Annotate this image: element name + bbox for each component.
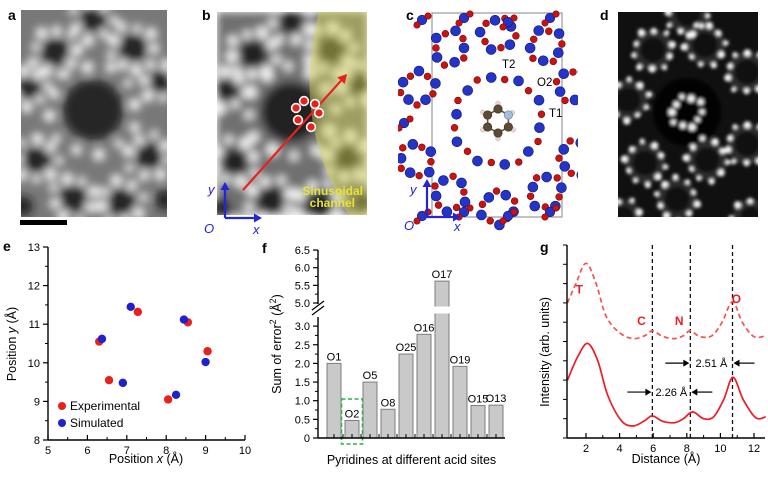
svg-text:O16: O16 xyxy=(414,322,435,334)
stem-image-d xyxy=(618,12,758,217)
b-axis-y-label: y xyxy=(207,182,216,197)
panel-f-label: f xyxy=(262,240,267,256)
scale-bar xyxy=(20,220,67,225)
svg-text:1.0: 1.0 xyxy=(295,396,310,408)
curve-experimental_profile xyxy=(566,342,766,427)
svg-text:10: 10 xyxy=(714,443,726,455)
svg-text:O1: O1 xyxy=(327,351,342,363)
adsorption-site-marker xyxy=(309,98,321,110)
stem-image-a xyxy=(21,10,167,217)
site-label-o2: O2 xyxy=(537,77,552,89)
c-axis-x-label: x xyxy=(453,219,461,233)
series-experimental xyxy=(95,307,212,404)
site-label-t1: T1 xyxy=(549,108,562,120)
svg-text:3.0: 3.0 xyxy=(295,321,310,333)
svg-text:O5: O5 xyxy=(363,370,378,382)
svg-text:Experimental: Experimental xyxy=(70,399,140,413)
panel-g-label: g xyxy=(540,239,549,255)
panel-e-label: e xyxy=(3,238,11,254)
svg-text:Pyridines at different acid si: Pyridines at different acid sites xyxy=(327,453,496,467)
svg-text:2.5: 2.5 xyxy=(295,340,310,352)
panel-d-label: d xyxy=(600,7,609,23)
stem-texture xyxy=(618,12,758,217)
svg-text:Distance (Å): Distance (Å) xyxy=(632,451,701,466)
svg-text:0.5: 0.5 xyxy=(295,414,310,426)
structure-model-c: T2 O2 T1 y O x xyxy=(398,10,578,233)
highlight-box-o2 xyxy=(340,398,364,445)
svg-text:O19: O19 xyxy=(450,354,471,366)
svg-text:1.5: 1.5 xyxy=(295,377,310,389)
svg-text:4: 4 xyxy=(617,443,623,455)
svg-text:O2: O2 xyxy=(345,408,360,420)
svg-text:Sum of error2 (Å2): Sum of error2 (Å2) xyxy=(268,294,284,394)
panel-a-label: a xyxy=(8,7,16,23)
svg-text:2.0: 2.0 xyxy=(295,358,310,370)
adsorption-site-marker xyxy=(292,114,304,126)
panel-b-label: b xyxy=(202,7,211,23)
svg-text:12: 12 xyxy=(748,443,760,455)
svg-text:12: 12 xyxy=(28,281,40,293)
unit-cell-border xyxy=(431,12,563,218)
sinusoidal-channel-region xyxy=(309,12,367,215)
svg-text:8: 8 xyxy=(34,435,40,447)
svg-text:6: 6 xyxy=(84,445,90,457)
svg-text:Simulated: Simulated xyxy=(70,416,123,430)
peak-label-n: N xyxy=(675,314,684,328)
svg-text:O15: O15 xyxy=(468,394,489,406)
series-simulated xyxy=(97,302,210,400)
adsorption-site-marker xyxy=(298,95,310,107)
distance-annotation: 2.26 Å xyxy=(655,386,687,399)
stem-texture xyxy=(21,10,167,217)
svg-text:6.0: 6.0 xyxy=(295,263,310,275)
svg-text:Position y (Å): Position y (Å) xyxy=(4,307,19,381)
stem-image-b: Sinusoidal channel y O x xyxy=(204,12,367,237)
svg-text:9: 9 xyxy=(34,396,40,408)
b-axis-x-label: x xyxy=(252,222,260,237)
svg-text:Position x (Å): Position x (Å) xyxy=(109,451,183,466)
svg-text:2: 2 xyxy=(583,443,589,455)
svg-text:10: 10 xyxy=(239,445,251,457)
svg-text:8: 8 xyxy=(684,443,690,455)
svg-text:5.5: 5.5 xyxy=(295,280,310,292)
site-label-t2: T2 xyxy=(502,59,515,71)
adsorption-site-marker xyxy=(313,107,325,119)
svg-text:O17: O17 xyxy=(432,269,453,281)
peak-label-t: T xyxy=(576,282,584,296)
line-chart-g: T C N O 2.26 Å 2.51 Å 2 4 6 8 10 12 Distance (Å) Inte… xyxy=(538,244,766,466)
c-axis-y-label: y xyxy=(409,182,418,197)
svg-text:5: 5 xyxy=(45,445,51,457)
svg-text:9: 9 xyxy=(203,445,209,457)
svg-text:13: 13 xyxy=(28,242,40,254)
svg-text:11: 11 xyxy=(29,319,40,331)
svg-text:6.5: 6.5 xyxy=(295,245,310,257)
svg-text:0: 0 xyxy=(304,433,310,445)
sinusoidal-channel-label-line1: Sinusoidal xyxy=(302,184,363,198)
svg-text:O8: O8 xyxy=(381,397,396,409)
svg-text:O25: O25 xyxy=(396,342,417,354)
svg-text:8: 8 xyxy=(163,445,169,457)
svg-text:6: 6 xyxy=(650,443,656,455)
panel-c-label: c xyxy=(406,7,414,23)
peak-label-o: O xyxy=(732,292,741,306)
svg-text:O13: O13 xyxy=(486,393,507,405)
peak-label-c: C xyxy=(637,314,646,328)
adsorption-site-marker xyxy=(305,121,317,133)
b-axis-origin-label: O xyxy=(204,221,214,236)
sinusoidal-channel-label-line2: channel xyxy=(310,196,355,210)
c-axis-origin-label: O xyxy=(404,218,414,233)
adsorption-site-marker xyxy=(290,102,302,114)
svg-text:7: 7 xyxy=(124,445,130,457)
svg-text:Intensity (arb. units): Intensity (arb. units) xyxy=(538,297,552,407)
scatter-plot-e: 5 6 7 8 9 10 8 9 10 11 12 13 Experimental Simulated Po… xyxy=(4,242,251,466)
svg-text:10: 10 xyxy=(28,358,40,370)
svg-text:5.0: 5.0 xyxy=(295,298,310,310)
legend-e: Experimental Simulated xyxy=(58,399,140,430)
curve-simulated_profile xyxy=(566,262,766,340)
distance-annotation: 2.51 Å xyxy=(696,357,728,370)
